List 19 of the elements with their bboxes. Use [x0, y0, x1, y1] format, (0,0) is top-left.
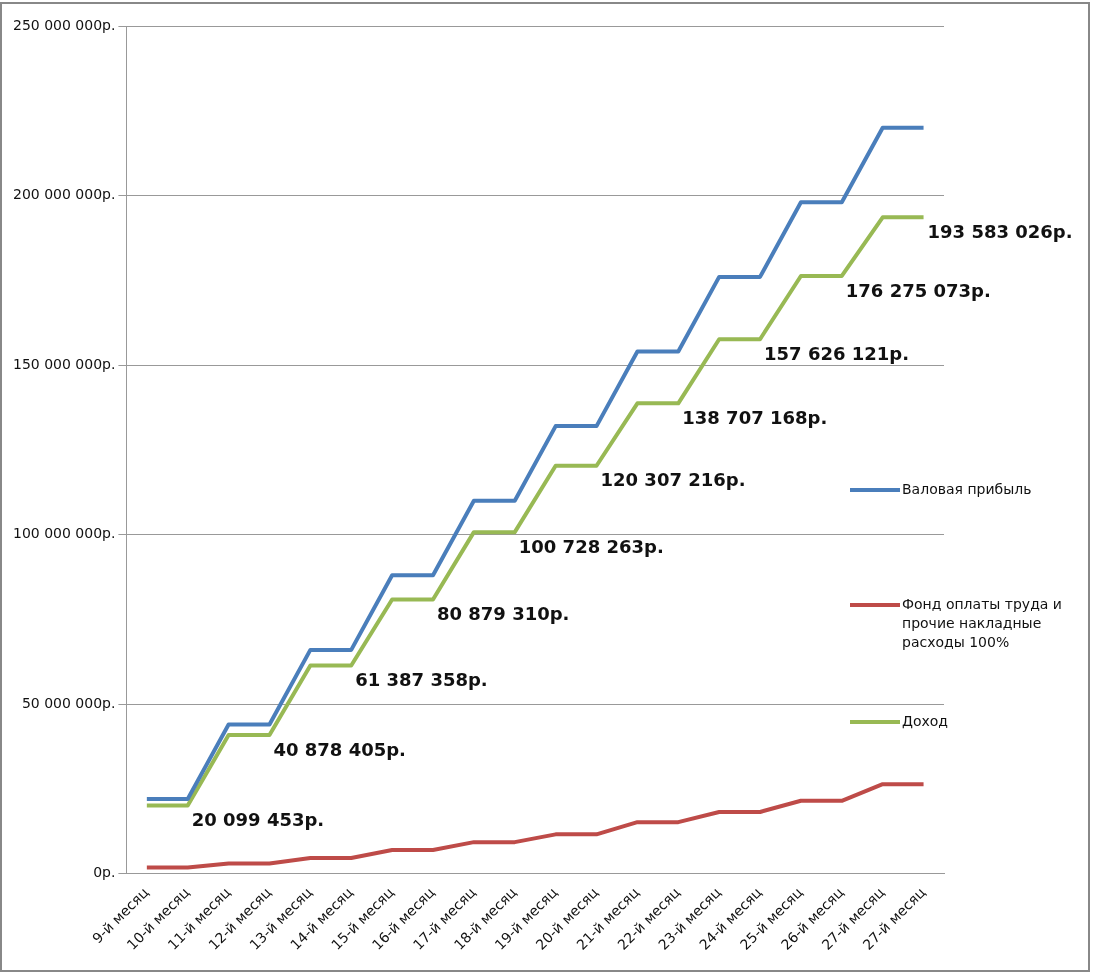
data-label: 61 387 358р. [355, 669, 488, 691]
y-tick-label: 200 000 000р. [13, 186, 116, 203]
data-label: 157 626 121р. [764, 342, 910, 364]
data-label: 20 099 453р. [191, 809, 325, 831]
data-label: 80 879 310р. [437, 603, 570, 625]
y-tick-label: 50 000 000р. [21, 694, 116, 711]
y-tick-label: 100 000 000р. [13, 525, 116, 542]
y-tick-label: 250 000 000р. [13, 16, 116, 33]
legend-label: Валовая прибыль [902, 480, 1033, 499]
y-tick-label: 0р. [93, 864, 116, 881]
y-tick-label: 150 000 000р. [13, 355, 116, 372]
legend-label: Доход [902, 712, 950, 731]
data-label: 100 728 263р. [518, 535, 664, 557]
data-label: 40 878 405р. [273, 738, 406, 760]
data-label: 120 307 216р. [600, 469, 746, 491]
data-label: 176 275 073р. [845, 279, 991, 301]
data-label: 193 583 026р. [927, 220, 1073, 242]
legend-label: Фонд оплаты труда и прочие накладные расходы 100% [902, 595, 1063, 652]
data-label: 138 707 168р. [682, 407, 828, 429]
